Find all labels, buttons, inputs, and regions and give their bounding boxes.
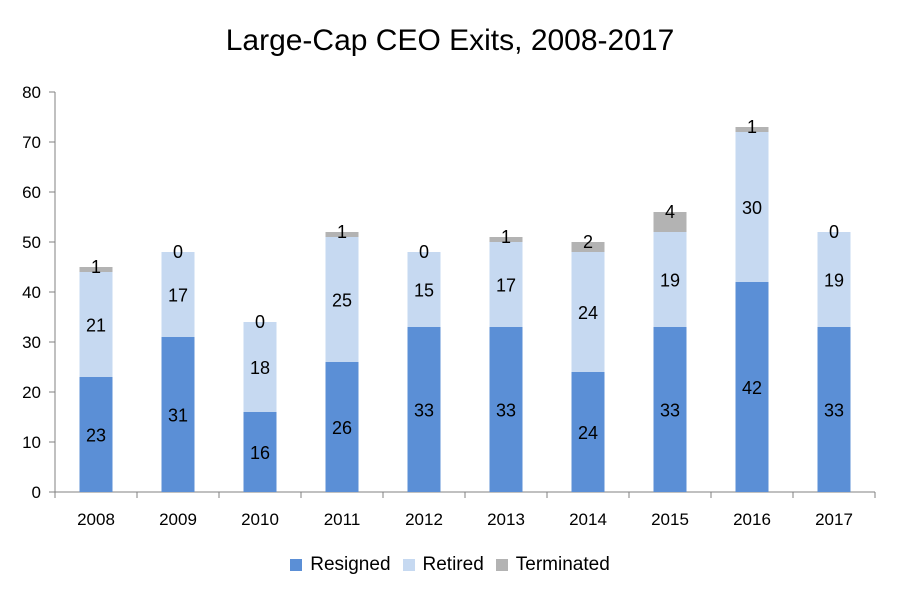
data-label-resigned-2012: 33 (414, 401, 434, 421)
legend-item-resigned: Resigned (290, 554, 391, 576)
bar-resigned-2008 (79, 377, 113, 492)
data-label-terminated-2016: 1 (747, 117, 757, 137)
chart-title: Large-Cap CEO Exits, 2008-2017 (225, 24, 675, 57)
data-label-resigned-2011: 26 (332, 418, 352, 438)
y-tick-label: 80 (22, 83, 41, 102)
bar-retired-2009 (161, 252, 195, 337)
data-label-retired-2013: 17 (496, 276, 516, 296)
data-label-resigned-2014: 24 (578, 423, 598, 443)
bar-retired-2014 (571, 252, 605, 372)
legend-label-terminated: Terminated (515, 554, 610, 575)
bar-resigned-2017 (817, 327, 851, 492)
x-tick-label-2016: 2016 (733, 510, 771, 529)
bar-terminated-2011 (325, 232, 359, 237)
data-label-resigned-2013: 33 (496, 401, 516, 421)
y-tick-label: 70 (22, 133, 41, 152)
y-tick-label: 60 (22, 183, 41, 202)
bar-retired-2017 (817, 232, 851, 327)
bar-retired-2010 (243, 322, 277, 412)
data-label-retired-2010: 18 (250, 358, 270, 378)
legend-item-retired: Retired (402, 554, 484, 576)
x-tick-label-2010: 2010 (241, 510, 279, 529)
data-label-resigned-2008: 23 (86, 426, 106, 446)
x-tick-label-2008: 2008 (77, 510, 115, 529)
legend-label-retired: Retired (422, 554, 484, 575)
legend-label-resigned: Resigned (310, 554, 391, 575)
legend-swatch-retired (402, 559, 415, 571)
data-label-terminated-2012: 0 (419, 242, 429, 262)
y-tick-label: 10 (22, 433, 41, 452)
data-label-resigned-2016: 42 (742, 378, 762, 398)
bar-resigned-2013 (489, 327, 523, 492)
bar-resigned-2012 (407, 327, 441, 492)
data-label-terminated-2008: 1 (91, 257, 101, 277)
bar-terminated-2014 (571, 242, 605, 252)
y-tick-label: 50 (22, 233, 41, 252)
x-tick-label-2009: 2009 (159, 510, 197, 529)
data-label-resigned-2015: 33 (660, 401, 680, 421)
data-label-resigned-2009: 31 (168, 406, 188, 426)
legend-item-terminated: Terminated (495, 554, 610, 576)
y-tick-label: 30 (22, 333, 41, 352)
data-label-retired-2017: 19 (824, 271, 844, 291)
bar-resigned-2010 (243, 412, 277, 492)
data-label-terminated-2011: 1 (337, 222, 347, 242)
x-tick-label-2014: 2014 (569, 510, 607, 529)
x-tick-label-2017: 2017 (815, 510, 853, 529)
chart-legend: Resigned Retired Terminated (0, 554, 900, 576)
data-label-resigned-2010: 16 (250, 443, 270, 463)
data-label-terminated-2010: 0 (255, 312, 265, 332)
data-label-terminated-2013: 1 (501, 227, 511, 247)
bar-resigned-2011 (325, 362, 359, 492)
data-label-retired-2011: 25 (332, 291, 352, 311)
bar-terminated-2015 (653, 212, 687, 232)
bar-retired-2013 (489, 242, 523, 327)
bar-resigned-2016 (735, 282, 769, 492)
data-label-terminated-2015: 4 (665, 202, 675, 222)
data-label-retired-2012: 15 (414, 281, 434, 301)
y-tick-label: 20 (22, 383, 41, 402)
data-label-retired-2008: 21 (86, 316, 106, 336)
y-tick-label: 0 (32, 483, 41, 502)
bar-retired-2008 (79, 272, 113, 377)
legend-swatch-terminated (495, 559, 508, 571)
y-tick-label: 40 (22, 283, 41, 302)
bar-retired-2016 (735, 132, 769, 282)
data-label-retired-2015: 19 (660, 271, 680, 291)
data-label-retired-2009: 17 (168, 286, 188, 306)
bar-retired-2011 (325, 237, 359, 362)
data-label-terminated-2017: 0 (829, 222, 839, 242)
x-tick-label-2015: 2015 (651, 510, 689, 529)
bar-resigned-2015 (653, 327, 687, 492)
bar-resigned-2014 (571, 372, 605, 492)
x-tick-label-2013: 2013 (487, 510, 525, 529)
data-label-retired-2014: 24 (578, 303, 598, 323)
bar-terminated-2016 (735, 127, 769, 132)
bar-retired-2012 (407, 252, 441, 327)
data-label-resigned-2017: 33 (824, 401, 844, 421)
bar-terminated-2008 (79, 267, 113, 272)
legend-swatch-resigned (290, 559, 303, 571)
x-tick-label-2011: 2011 (324, 510, 361, 529)
data-label-terminated-2014: 2 (583, 232, 593, 252)
x-tick-label-2012: 2012 (405, 510, 443, 529)
bar-resigned-2009 (161, 337, 195, 492)
bar-retired-2015 (653, 232, 687, 327)
data-label-terminated-2009: 0 (173, 242, 183, 262)
data-label-retired-2016: 30 (742, 198, 762, 218)
bar-terminated-2013 (489, 237, 523, 242)
